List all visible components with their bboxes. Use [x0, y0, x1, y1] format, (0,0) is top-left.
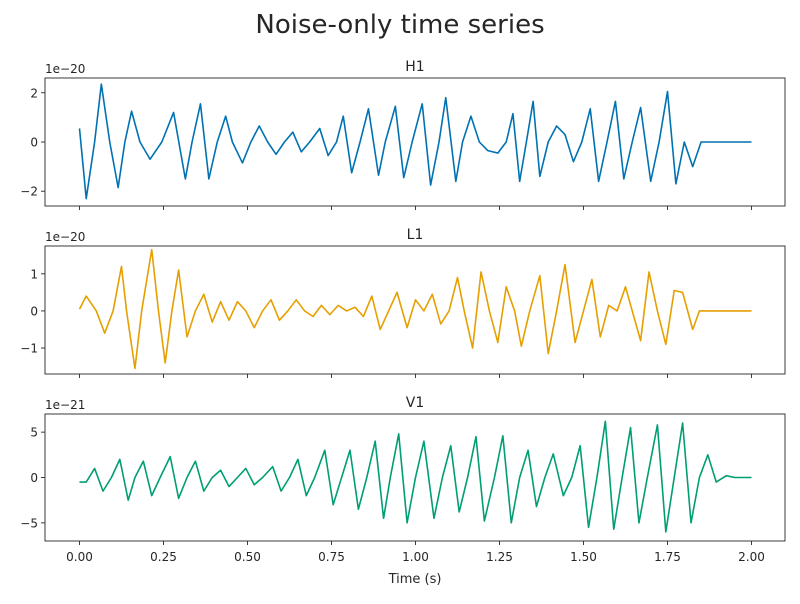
x-tick-label: 1.75 [654, 550, 681, 564]
y-tick-label: 0 [30, 304, 38, 318]
y-tick-label: 1 [30, 267, 38, 281]
subplot-title: L1 [407, 227, 424, 243]
axis-offset-label: 1e−20 [45, 230, 85, 244]
axis-offset-label: 1e−21 [45, 398, 85, 412]
x-tick-label: 0.00 [66, 550, 93, 564]
subplot-title: H1 [405, 59, 424, 75]
y-tick-label: −2 [20, 185, 38, 199]
y-tick-label: −1 [20, 342, 38, 356]
subplot-l1: L1 1e−20 −1 0 1 [20, 227, 786, 378]
y-tick-label: 0 [30, 136, 38, 150]
series-line-h1 [78, 83, 752, 200]
x-tick-label: 1.25 [486, 550, 513, 564]
series-line-l1 [78, 248, 752, 370]
subplot-h1: H1 1e−20 −2 0 2 [20, 59, 786, 210]
x-axis-label: Time (s) [388, 572, 442, 587]
axis-offset-label: 1e−20 [45, 62, 85, 76]
subplot-title: V1 [406, 395, 424, 411]
x-tick-label: 0.50 [234, 550, 261, 564]
series-line-v1 [79, 420, 752, 533]
y-tick-label: 2 [30, 86, 38, 100]
x-tick-label: 0.25 [150, 550, 177, 564]
figure-title: Noise-only time series [255, 10, 544, 40]
axes-frame [44, 77, 786, 207]
subplot-v1: V1 1e−21 −5 0 5 0.00 0.25 0.50 0.75 1.00 1.25 1.50 1… [20, 395, 786, 564]
y-tick-label: 5 [30, 426, 38, 440]
x-tick-label: 0.75 [318, 550, 345, 564]
x-tick-label: 1.50 [570, 550, 597, 564]
y-tick-label: −5 [20, 516, 38, 530]
x-tick-label: 1.00 [402, 550, 429, 564]
x-tick-label: 2.00 [738, 550, 765, 564]
y-tick-label: 0 [30, 471, 38, 485]
axes-frame [44, 245, 786, 375]
